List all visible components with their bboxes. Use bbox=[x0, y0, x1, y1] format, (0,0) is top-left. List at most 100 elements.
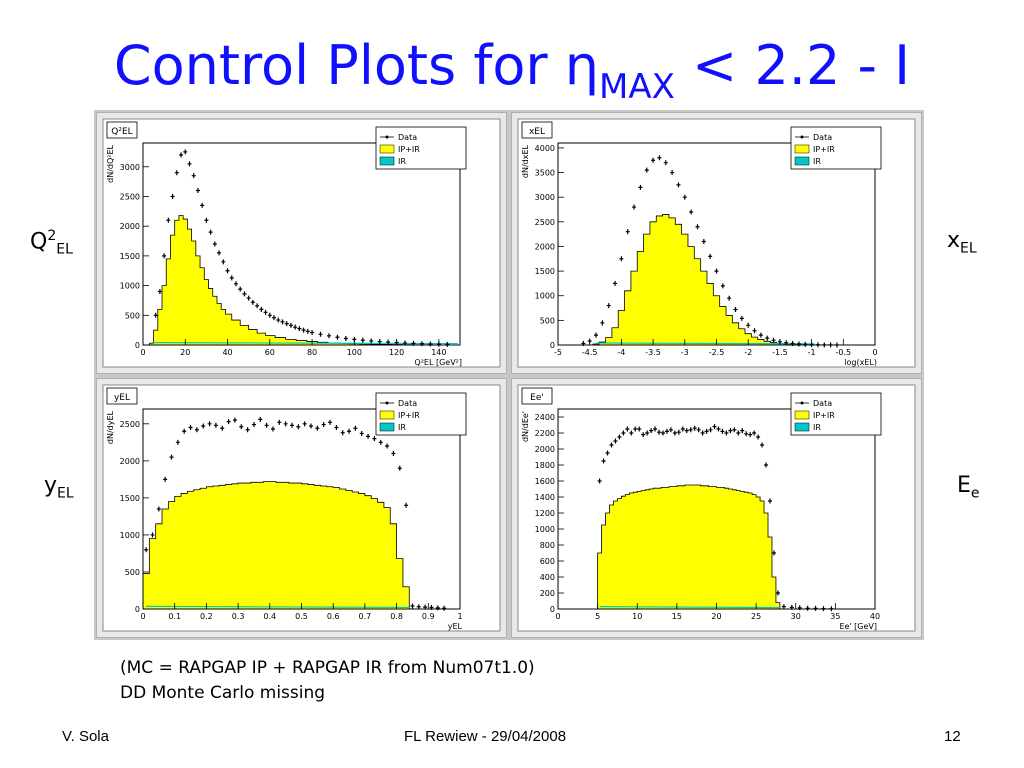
data-point bbox=[166, 217, 171, 223]
data-point bbox=[280, 319, 285, 325]
side-label-y-main: y bbox=[44, 473, 58, 498]
y-axis-label: dN/dEe' bbox=[521, 411, 530, 442]
mc-histogram-ir bbox=[599, 606, 780, 609]
side-label-e: Ee bbox=[957, 473, 980, 501]
y-tick-label: 600 bbox=[540, 557, 555, 566]
data-point bbox=[736, 430, 741, 436]
data-point bbox=[404, 502, 409, 508]
data-point bbox=[803, 341, 808, 347]
data-point bbox=[442, 605, 447, 611]
data-point bbox=[233, 281, 238, 287]
x-tick-label: 40 bbox=[222, 348, 232, 357]
data-points bbox=[144, 416, 447, 611]
footer-author: V. Sola bbox=[62, 728, 109, 745]
data-point bbox=[359, 430, 364, 436]
data-point bbox=[661, 430, 666, 436]
data-point bbox=[688, 427, 693, 433]
plot-frame bbox=[142, 142, 461, 346]
data-point bbox=[153, 312, 158, 318]
data-point bbox=[712, 424, 717, 430]
legend-marker-dot bbox=[385, 401, 389, 405]
x-tick-label: 0 bbox=[872, 348, 877, 357]
data-point bbox=[696, 427, 701, 433]
data-point bbox=[201, 423, 206, 429]
data-point bbox=[183, 149, 188, 155]
y-tick-label: 1200 bbox=[535, 509, 555, 518]
legend-swatch bbox=[794, 144, 810, 154]
y-tick-label: 400 bbox=[540, 573, 555, 582]
footer-event: FL Rewiew - 29/04/2008 bbox=[404, 728, 567, 745]
x-tick-label: 0 bbox=[555, 612, 560, 621]
data-point bbox=[163, 476, 168, 482]
histogram-name-box bbox=[521, 387, 553, 405]
title-subscript: MAX bbox=[598, 67, 675, 107]
x-tick-label: 0.9 bbox=[422, 612, 435, 621]
data-point bbox=[296, 424, 301, 430]
data-point bbox=[225, 268, 230, 274]
data-point bbox=[251, 422, 256, 428]
y-tick-label: 0 bbox=[135, 605, 140, 614]
data-point bbox=[704, 428, 709, 434]
data-point bbox=[169, 454, 174, 460]
data-point bbox=[649, 428, 654, 434]
side-label-e-main: E bbox=[957, 473, 971, 498]
x-tick-label: 0.6 bbox=[327, 612, 340, 621]
data-point bbox=[397, 465, 402, 471]
data-point bbox=[386, 339, 391, 345]
legend-marker-dot bbox=[800, 135, 804, 139]
y-tick-label: 1400 bbox=[535, 493, 555, 502]
mc-histogram-ip-ir bbox=[142, 481, 410, 610]
data-point bbox=[259, 306, 264, 312]
data-point bbox=[606, 303, 611, 309]
data-point bbox=[293, 324, 298, 330]
data-point bbox=[318, 331, 323, 337]
histogram-name: Q²EL bbox=[111, 127, 132, 137]
y-tick-label: 3500 bbox=[535, 169, 555, 178]
legend-label: IR bbox=[398, 423, 406, 432]
y-tick-label: 1000 bbox=[120, 531, 140, 540]
side-label-y-sub: EL bbox=[57, 485, 74, 502]
legend-label: IP+IR bbox=[813, 145, 835, 154]
y-tick-label: 500 bbox=[125, 568, 140, 577]
data-point bbox=[692, 425, 697, 431]
data-point bbox=[641, 432, 646, 438]
data-point bbox=[416, 604, 421, 610]
data-point bbox=[695, 224, 700, 230]
data-point bbox=[428, 341, 433, 347]
data-point bbox=[597, 478, 602, 484]
data-point bbox=[321, 422, 326, 428]
data-point bbox=[366, 433, 371, 439]
data-point bbox=[676, 182, 681, 188]
data-point bbox=[239, 424, 244, 430]
y-tick-label: 2000 bbox=[120, 457, 140, 466]
data-point bbox=[220, 425, 225, 431]
legend-marker-dot bbox=[800, 401, 804, 405]
x-tick-label: 30 bbox=[791, 612, 801, 621]
data-point bbox=[255, 303, 260, 309]
x-tick-label: 40 bbox=[870, 612, 880, 621]
legend-swatch bbox=[379, 144, 395, 154]
data-point bbox=[144, 547, 149, 553]
data-point bbox=[385, 443, 390, 449]
x-tick-label: 20 bbox=[180, 348, 190, 357]
data-point bbox=[619, 256, 624, 262]
data-point bbox=[258, 416, 263, 422]
side-label-x-main: x bbox=[947, 228, 961, 253]
y-tick-label: 0 bbox=[550, 605, 555, 614]
y-tick-label: 2000 bbox=[120, 222, 140, 231]
data-point bbox=[682, 194, 687, 200]
data-point bbox=[600, 320, 605, 326]
data-point bbox=[771, 337, 776, 343]
note-line-2: DD Monte Carlo missing bbox=[120, 683, 326, 703]
data-point bbox=[284, 321, 289, 327]
data-point bbox=[372, 436, 377, 442]
data-point bbox=[813, 605, 818, 611]
data-point bbox=[150, 532, 155, 538]
data-point bbox=[689, 209, 694, 215]
data-point bbox=[775, 590, 780, 596]
data-point bbox=[764, 462, 769, 468]
x-axis-label: log(xEL) bbox=[844, 358, 877, 367]
side-label-q2: Q2EL bbox=[30, 228, 73, 258]
data-point bbox=[204, 217, 209, 223]
y-axis-label: dN/dQ²EL bbox=[106, 144, 115, 182]
